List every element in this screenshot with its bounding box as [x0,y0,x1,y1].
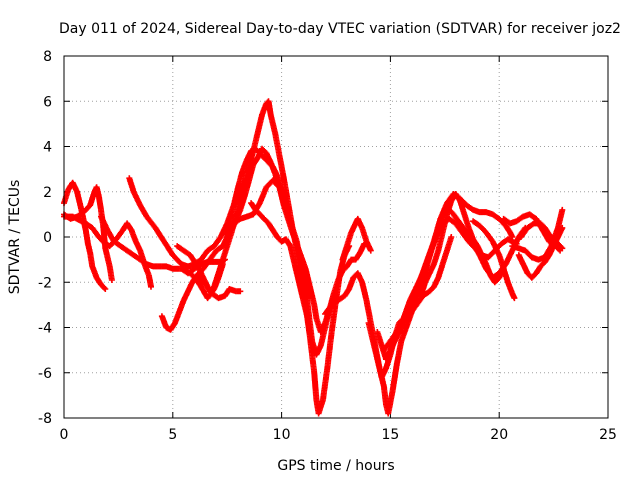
x-tick-label: 25 [599,427,617,443]
data-point [448,234,455,240]
series-sat-s [470,218,518,302]
data-point [559,224,566,231]
series-sat-l [248,200,313,338]
data-point [219,261,226,268]
series-sat-h [178,261,226,302]
y-tick-label: 6 [43,94,52,110]
x-tick-label: 15 [381,427,399,443]
y-tick-label: -6 [38,366,52,382]
data-point [558,244,565,251]
data-point [108,277,115,283]
chart-title: Day 011 of 2024, Sidereal Day-to-day VTE… [59,21,621,37]
y-tick-label: 4 [43,140,52,156]
data-point [102,286,109,292]
x-tick-label: 10 [273,427,291,443]
data-point [511,295,518,302]
y-tick-label: 0 [43,230,52,246]
data-point [101,284,108,291]
y-tick-label: -4 [38,321,52,337]
series-sat-w [518,220,566,252]
x-axis-label: GPS time / hours [277,458,394,474]
y-tick-label: -8 [38,411,52,427]
data-point [367,247,374,254]
data-point [559,206,566,213]
x-tick-label: 0 [60,427,69,443]
series-sat-u [509,206,566,263]
data-point [559,245,566,252]
y-tick-label: 8 [43,49,52,65]
series-sat-e [126,145,292,270]
data-markers [61,98,566,417]
series-sat-k [230,177,333,335]
y-tick-label: 2 [43,185,52,201]
data-point [237,288,244,295]
x-tick-label: 20 [490,427,508,443]
series-sat-m [339,215,374,263]
plot-frame [63,55,609,419]
axis-ticks: 0 5 10 15 20 25 -8 -6 -4 -2 0 2 4 6 8 [38,49,617,443]
series-sat-i [195,274,244,302]
x-tick-label: 5 [168,427,177,443]
grid [64,56,608,418]
data-point [306,331,313,338]
y-axis-label: SDTVAR / TECUs [7,180,23,295]
series-sat-r [417,191,507,299]
y-tick-label: -2 [38,275,52,291]
series-sat-d [98,213,228,277]
data-point [148,283,154,290]
